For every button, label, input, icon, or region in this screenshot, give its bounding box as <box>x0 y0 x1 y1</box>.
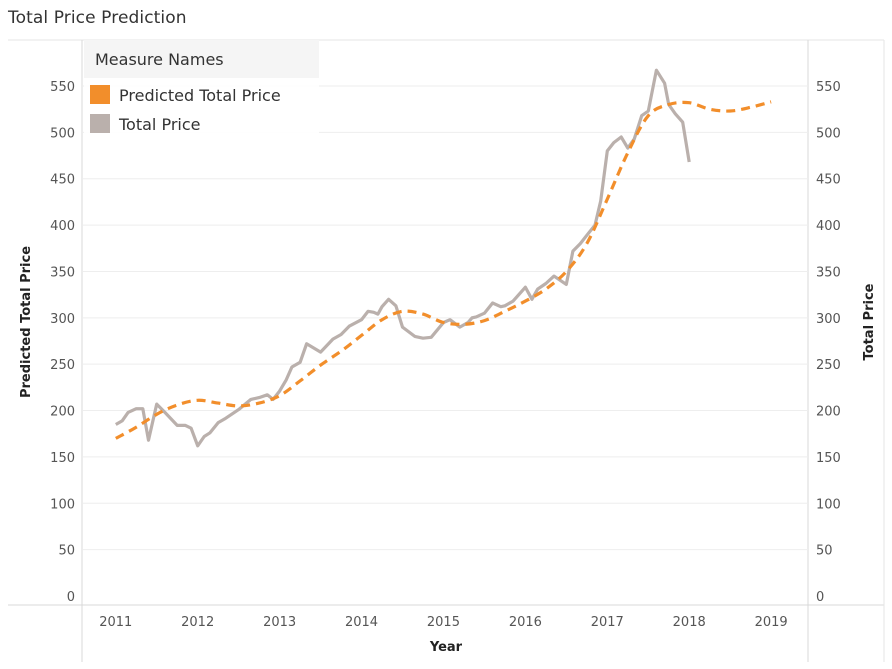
y-tick-label-right: 100 <box>816 497 841 512</box>
y-tick-label-right: 200 <box>816 405 841 420</box>
y-tick-label-right: 550 <box>816 80 841 95</box>
legend-title: Measure Names <box>95 50 224 69</box>
legend-swatch-predicted-total-price <box>90 85 110 104</box>
y-tick-label-left: 550 <box>50 80 75 95</box>
y-tick-label-right: 400 <box>816 219 841 234</box>
x-tick-label: 2016 <box>509 615 542 630</box>
legend-swatch-total-price <box>90 114 110 133</box>
y-tick-label-right: 250 <box>816 358 841 373</box>
series-line-total-price[interactable] <box>114 68 691 448</box>
y-tick-label-right: 300 <box>816 312 841 327</box>
legend-header-bg <box>84 40 319 78</box>
x-tick-label: 2018 <box>673 615 706 630</box>
x-tick-label: 2012 <box>181 615 214 630</box>
series-line-predicted-total-price[interactable] <box>115 100 772 440</box>
y-tick-label-right: 150 <box>816 451 841 466</box>
x-axis-ticks: 2011 2012 2013 2014 2015 2016 2017 2018 2019 <box>99 615 787 630</box>
x-tick-label: 2013 <box>263 615 296 630</box>
y-tick-label-left: 100 <box>50 497 75 512</box>
y-tick-label-left: 500 <box>50 126 75 141</box>
y-tick-label-left: 200 <box>50 405 75 420</box>
y-tick-label-left: 400 <box>50 219 75 234</box>
y-axis-left-ticks: 0 50 100 150 200 250 300 350 400 450 500 550 <box>50 80 75 605</box>
legend-body-bg <box>84 78 319 138</box>
y-tick-label-left: 50 <box>58 544 75 559</box>
y-tick-label-right: 50 <box>816 544 833 559</box>
y-tick-label-left: 350 <box>50 265 75 280</box>
x-axis-title: Year <box>429 640 463 655</box>
legend-label-predicted-total-price: Predicted Total Price <box>119 86 281 105</box>
x-tick-label: 2019 <box>755 615 788 630</box>
gridlines <box>83 85 808 551</box>
y-tick-label-left: 300 <box>50 312 75 327</box>
y-tick-label-right: 500 <box>816 126 841 141</box>
legend-label-total-price: Total Price <box>118 115 200 134</box>
x-tick-label: 2017 <box>591 615 624 630</box>
y-tick-label-right: 350 <box>816 265 841 280</box>
y-axis-right-title: Total Price <box>862 283 877 360</box>
y-tick-label-right: 450 <box>816 173 841 188</box>
chart-title: Total Price Prediction <box>8 8 187 28</box>
y-axis-right-ticks: 0 50 100 150 200 250 300 350 400 450 500 550 <box>816 80 841 605</box>
x-tick-label: 2011 <box>99 615 132 630</box>
y-tick-label-left: 150 <box>50 451 75 466</box>
y-axis-left-title: Predicted Total Price <box>19 246 34 398</box>
x-tick-label: 2015 <box>427 615 460 630</box>
y-tick-label-left: 450 <box>50 173 75 188</box>
legend[interactable]: Measure Names Predicted Total Price Tota… <box>84 40 319 138</box>
y-tick-label-right: 0 <box>816 590 824 605</box>
plot-series <box>114 68 772 448</box>
x-tick-label: 2014 <box>345 615 378 630</box>
y-tick-label-left: 0 <box>67 590 75 605</box>
y-tick-label-left: 250 <box>50 358 75 373</box>
